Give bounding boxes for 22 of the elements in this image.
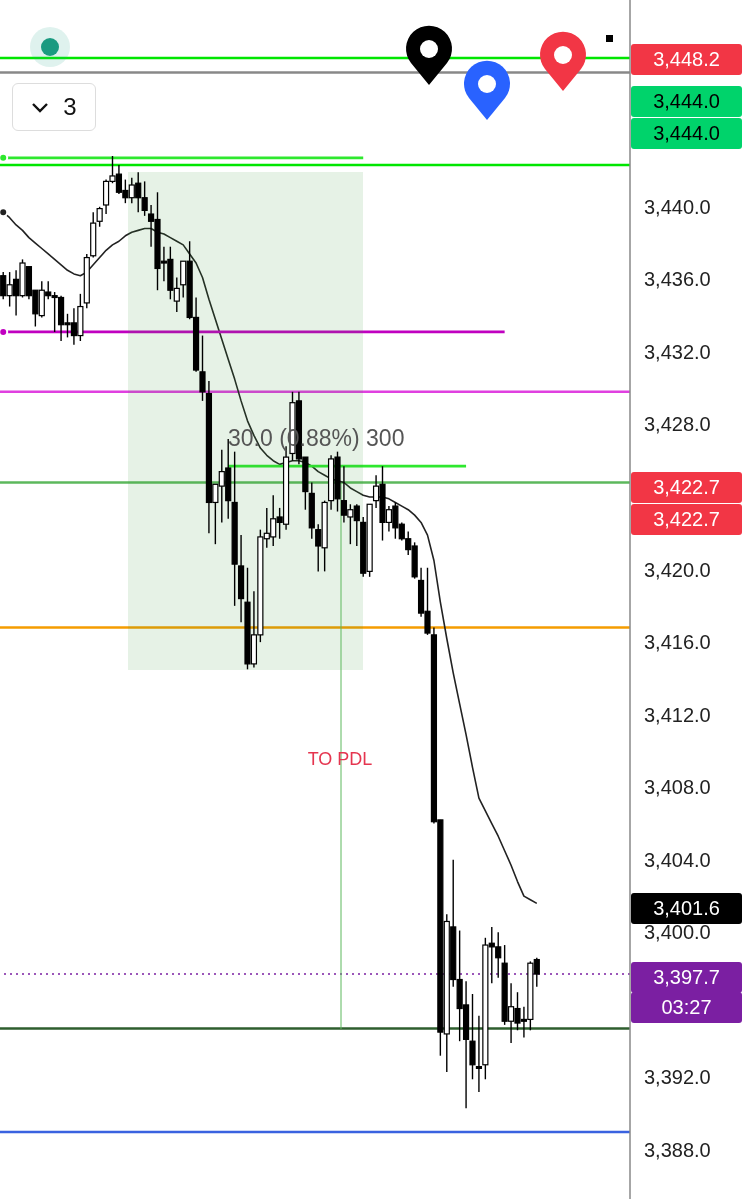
text: 3,401.6 xyxy=(653,897,720,919)
text: 03:27 xyxy=(631,992,742,1023)
y-tick-label: 3,416.0 xyxy=(644,631,711,654)
y-tick-label: 3,392.0 xyxy=(644,1066,711,1089)
text: 3,397.7 xyxy=(631,962,742,993)
text: 3,422.7 xyxy=(631,504,742,535)
y-tick-label: 3,440.0 xyxy=(644,195,711,218)
text: 3,422.7 xyxy=(631,472,742,503)
text: 3,444.0 xyxy=(631,118,742,149)
y-tick-label: 3,388.0 xyxy=(644,1139,711,1162)
y-tick-label: 3,420.0 xyxy=(644,558,711,581)
text: 3,444.0 xyxy=(631,86,742,117)
y-tick-label: 3,428.0 xyxy=(644,413,711,436)
y-tick-label: 3,436.0 xyxy=(644,268,711,291)
y-tick-label: 3,432.0 xyxy=(644,340,711,363)
y-tick-label: 3,412.0 xyxy=(644,703,711,726)
y-tick-label: 3,408.0 xyxy=(644,776,711,799)
annotation: TO PDL xyxy=(307,749,373,769)
y-tick-label: 3,400.0 xyxy=(644,921,711,944)
y-tick-label: 3,404.0 xyxy=(644,848,711,871)
text: 3,448.2 xyxy=(631,44,742,75)
annotation: 3 xyxy=(63,93,77,121)
